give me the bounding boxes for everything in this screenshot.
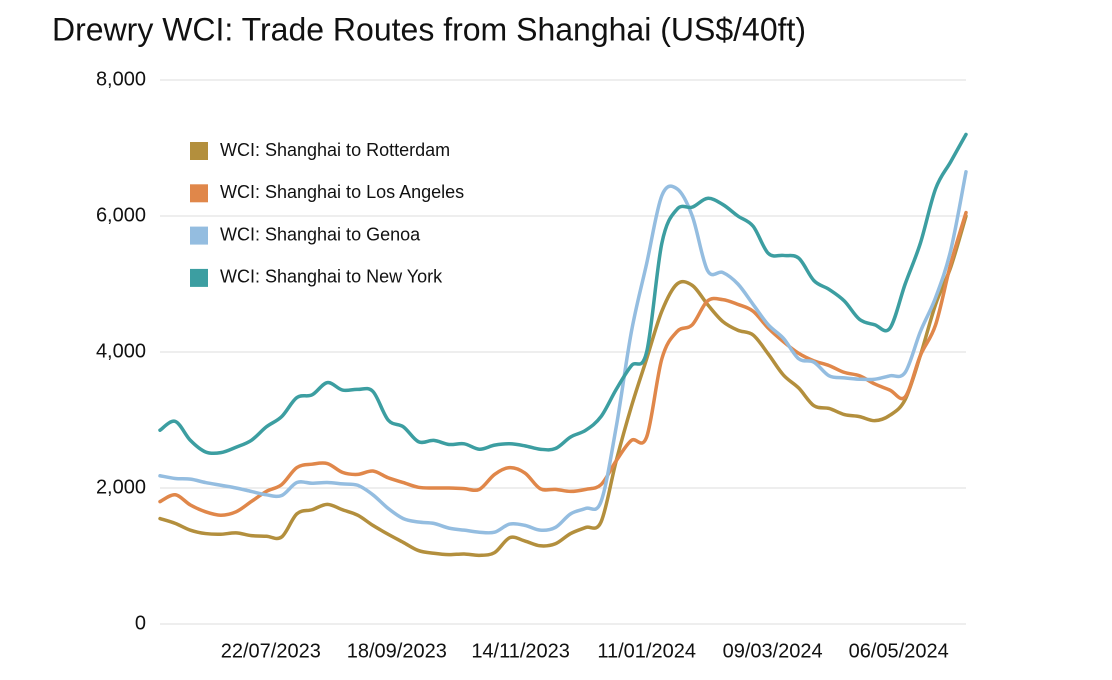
series-line [158, 170, 968, 535]
legend-label: WCI: Shanghai to New York [220, 267, 443, 287]
x-tick-label: 18/09/2023 [347, 640, 447, 662]
y-tick-label: 0 [135, 612, 146, 634]
legend-swatch [190, 226, 208, 245]
y-tick-label: 2,000 [96, 476, 146, 498]
series-line [158, 214, 968, 558]
legend-swatch [190, 184, 208, 203]
y-tick-label: 6,000 [96, 204, 146, 226]
series-line [158, 132, 968, 456]
y-tick-label: 8,000 [96, 68, 146, 90]
x-tick-label: 22/07/2023 [221, 640, 321, 662]
legend-label: WCI: Shanghai to Genoa [220, 224, 421, 244]
x-tick-label: 14/11/2023 [471, 640, 570, 662]
x-tick-label: 06/05/2024 [849, 640, 949, 662]
chart-title: Drewry WCI: Trade Routes from Shanghai (… [52, 11, 806, 47]
y-tick-label: 4,000 [96, 340, 146, 362]
x-tick-label: 09/03/2024 [723, 640, 823, 662]
legend-label: WCI: Shanghai to Los Angeles [220, 182, 464, 202]
legend-swatch [190, 268, 208, 287]
series-line [158, 210, 968, 517]
legend-label: WCI: Shanghai to Rotterdam [220, 140, 450, 160]
legend-swatch [190, 142, 208, 160]
x-tick-label: 11/01/2024 [597, 640, 696, 662]
